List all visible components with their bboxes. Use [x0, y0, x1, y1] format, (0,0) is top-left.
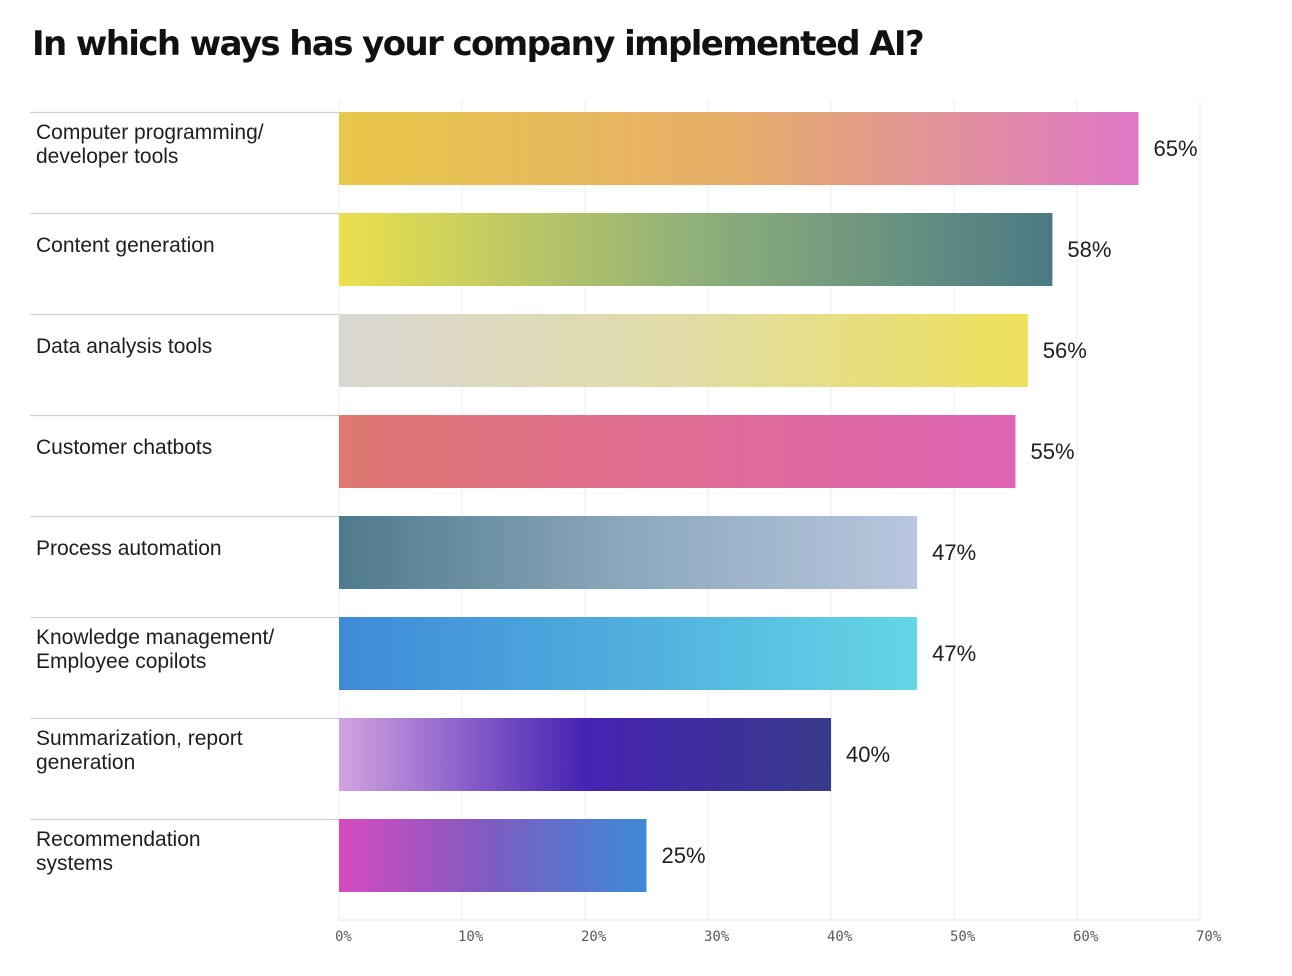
- x-tick-label: 30%: [704, 929, 730, 945]
- bar: [339, 516, 918, 589]
- value-label: 47%: [932, 539, 977, 565]
- bar: [339, 819, 647, 892]
- category-label: Summarization, report generation: [36, 727, 243, 774]
- x-tick-label: 60%: [1073, 929, 1099, 945]
- bar: [339, 314, 1028, 387]
- row-separators: [30, 111, 339, 821]
- category-label: Content generation: [36, 234, 215, 257]
- value-label: 40%: [846, 741, 891, 767]
- bar: [339, 718, 831, 791]
- x-tick-label: 40%: [827, 929, 853, 945]
- bar: [339, 617, 918, 690]
- bar: [339, 213, 1053, 286]
- category-label: Computer programming/ developer tools: [36, 121, 264, 168]
- category-label: Data analysis tools: [36, 335, 213, 358]
- x-tick-label: 0%: [335, 929, 352, 945]
- category-label: Knowledge management/ Employee copilots: [36, 626, 275, 673]
- bar: [339, 415, 1016, 488]
- bar: [339, 112, 1139, 185]
- category-label: Process automation: [36, 537, 222, 560]
- value-label: 58%: [1067, 236, 1112, 262]
- category-label: Customer chatbots: [36, 436, 213, 459]
- category-label: Recommendation systems: [36, 828, 201, 875]
- value-label: 65%: [1153, 135, 1198, 161]
- bars: [339, 112, 1139, 892]
- value-label: 25%: [661, 842, 706, 868]
- chart-title: In which ways has your company implement…: [32, 24, 925, 64]
- x-tick-label: 70%: [1196, 929, 1222, 945]
- x-tick-label: 50%: [950, 929, 976, 945]
- x-tick-label: 20%: [581, 929, 607, 945]
- value-label: 56%: [1042, 337, 1087, 363]
- value-label: 47%: [932, 640, 977, 666]
- x-tick-label: 10%: [458, 929, 484, 945]
- value-label: 55%: [1030, 438, 1075, 464]
